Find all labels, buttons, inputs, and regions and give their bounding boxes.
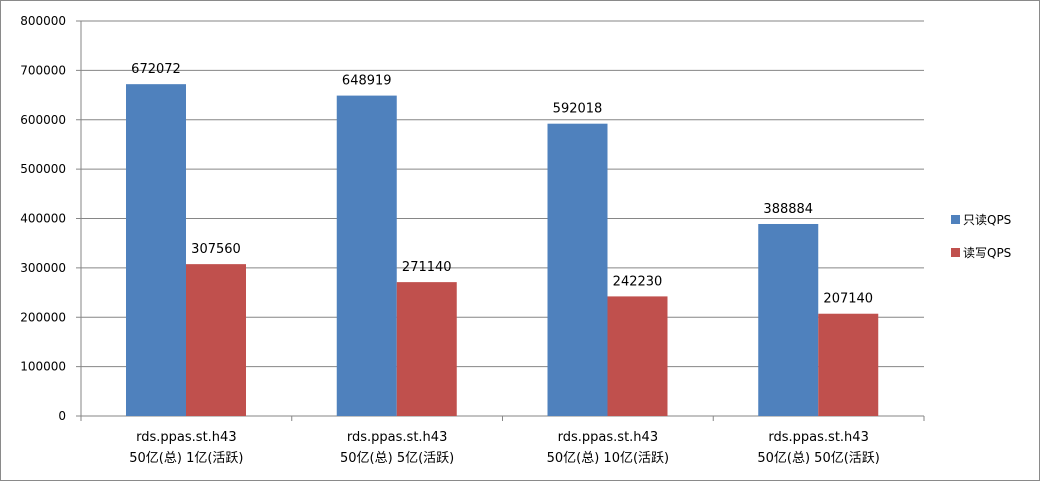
x-category-label: 50亿(总) 10亿(活跃) [547,451,670,466]
x-category-label: 50亿(总) 50亿(活跃) [757,451,880,466]
data-label: 388884 [763,202,813,217]
data-label: 672072 [131,62,181,77]
x-category-label: rds.ppas.st.h43 [768,430,868,445]
bar-read-write [186,264,246,416]
bar-read-write [396,282,457,416]
bar-read-write [818,313,879,416]
y-tick-label: 0 [58,409,66,423]
bar-read-only [336,95,397,416]
data-label: 271140 [402,260,452,275]
legend-swatch [951,215,960,224]
data-label: 592018 [553,102,603,117]
y-tick-label: 300000 [20,261,66,275]
y-tick-label: 100000 [20,360,66,374]
data-labels: 672072 648919 592018 388884 307560 271140 2422… [131,62,873,307]
data-label: 307560 [191,242,241,257]
bar-read-write [607,296,668,416]
x-category-label: rds.ppas.st.h43 [136,430,236,445]
bar-read-only [126,84,186,416]
data-label: 207140 [823,292,873,307]
legend-label: 读写QPS [963,246,1011,260]
legend: 只读QPS 读写QPS [951,213,1011,260]
data-label: 242230 [613,274,663,289]
x-category-label: rds.ppas.st.h43 [558,430,658,445]
y-tick-label: 800000 [20,14,66,28]
y-tick-label: 700000 [20,63,66,77]
bar-read-only [547,123,608,417]
y-tick-label: 400000 [20,212,66,226]
y-tick-label: 200000 [20,310,66,324]
x-category-label: 50亿(总) 5亿(活跃) [340,451,454,466]
x-category-label: 50亿(总) 1亿(活跃) [129,451,243,466]
axes: 0 100000 200000 300000 400000 500000 600000 700… [20,14,925,466]
legend-label: 只读QPS [963,213,1011,227]
bar-read-only [758,223,819,416]
y-tick-label: 600000 [20,113,66,127]
legend-swatch [951,248,960,257]
bars [126,84,879,417]
x-category-label: rds.ppas.st.h43 [347,430,447,445]
y-tick-label: 500000 [20,162,66,176]
data-label: 648919 [342,74,392,89]
